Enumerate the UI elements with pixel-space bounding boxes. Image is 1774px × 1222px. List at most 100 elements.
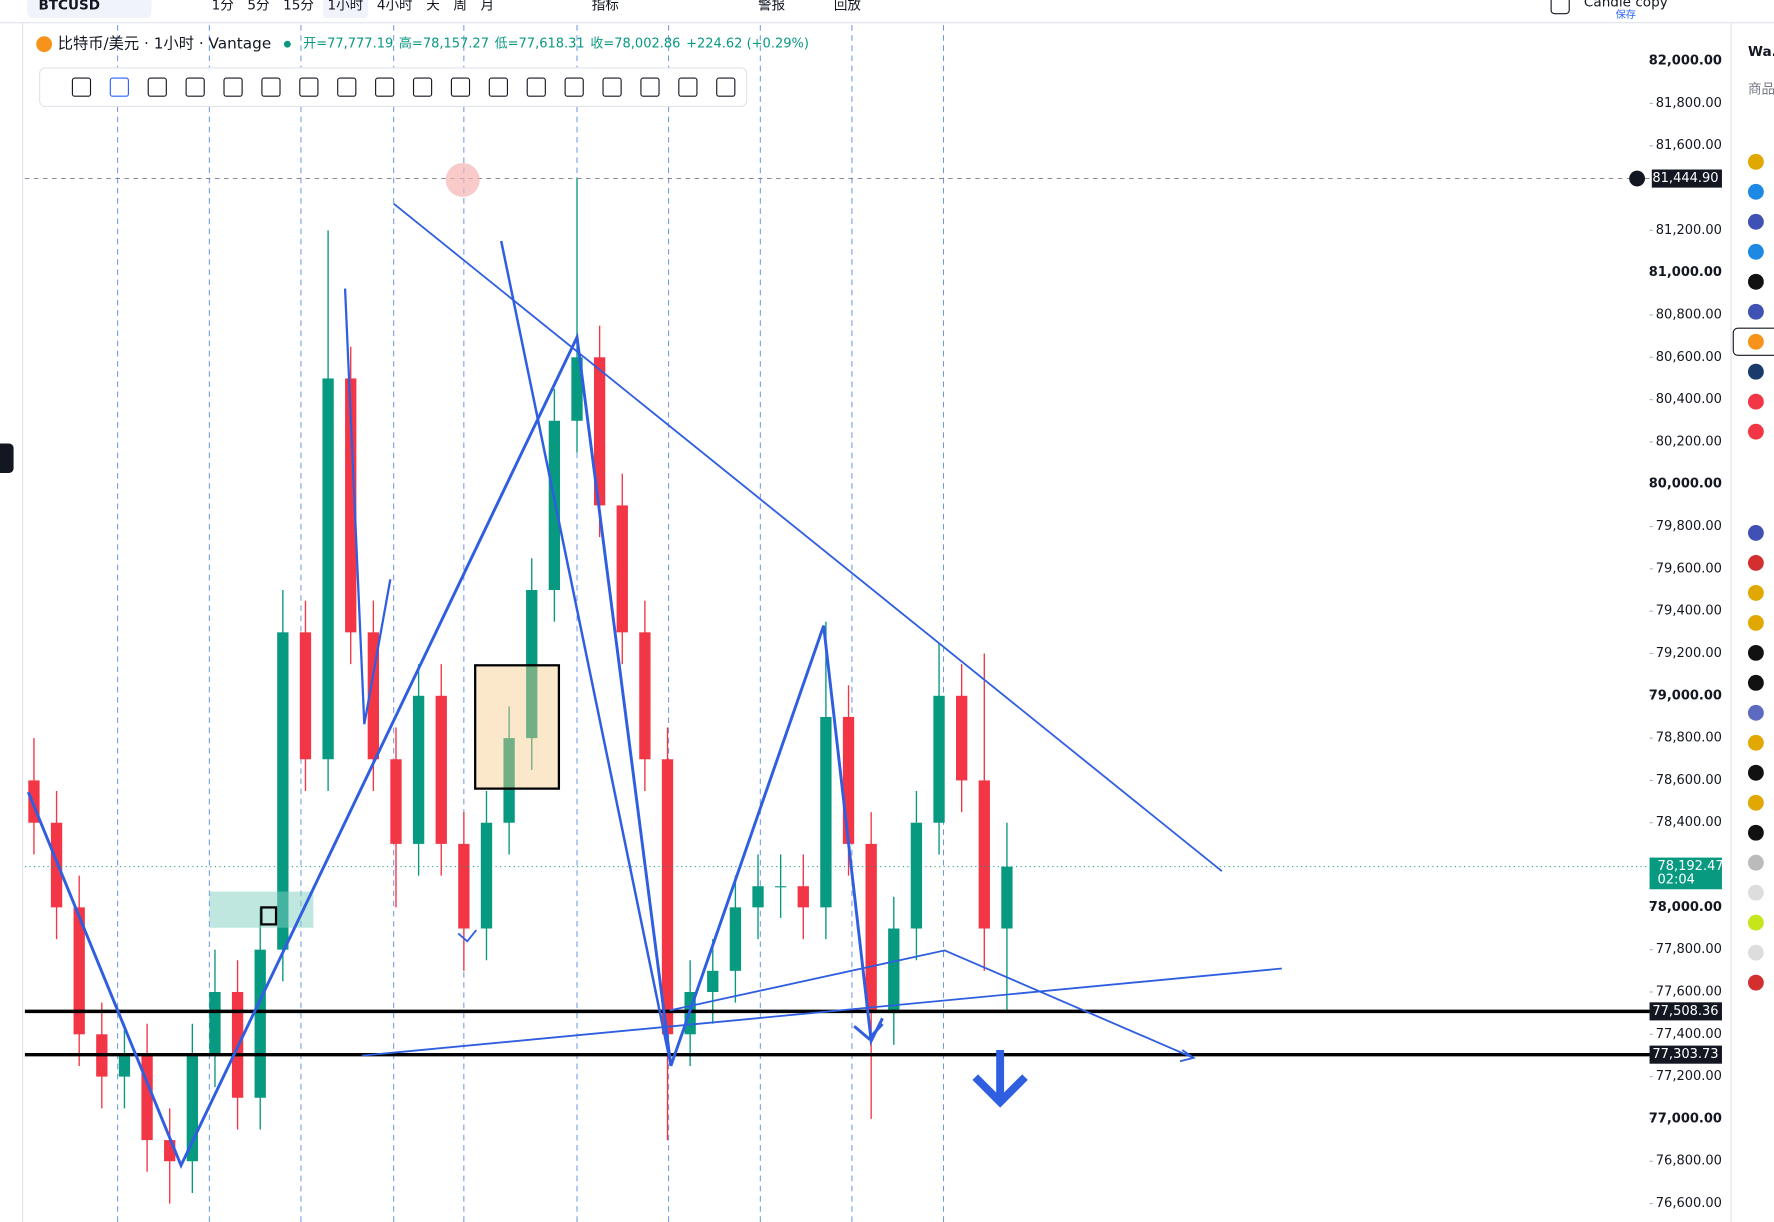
interval[interactable]: 天: [426, 0, 440, 14]
candle-body: [209, 991, 221, 1056]
tool-icon[interactable]: [147, 77, 167, 97]
zigzag-2[interactable]: [343, 288, 392, 725]
arrow-head[interactable]: [1179, 1049, 1196, 1063]
price-axis: 76,600.00 76,800.00 77,000.00 77,200.00 77,4…: [1629, 54, 1724, 1211]
indicators-button[interactable]: 指标: [592, 0, 619, 14]
candle-body: [707, 970, 719, 992]
crosshair-plus: [1629, 170, 1646, 187]
tool-icon[interactable]: [678, 77, 698, 97]
tool-icon[interactable]: [602, 77, 622, 97]
alerts-button[interactable]: 警报: [758, 0, 786, 14]
big-arrow-head[interactable]: [972, 1074, 1028, 1108]
drawings: [26, 162, 1282, 1170]
tool-icon[interactable]: [716, 77, 736, 97]
crosshair-label: 81,444.90: [1652, 171, 1718, 186]
y-tick-label: 78,000.00: [1649, 900, 1722, 915]
small-arrow-2[interactable]: [853, 1022, 884, 1041]
candle-body: [28, 780, 40, 823]
y-tick-label: 80,000.00: [1649, 477, 1722, 492]
candle-body: [526, 590, 538, 739]
save-status[interactable]: 保存: [1616, 8, 1636, 21]
symbol-search[interactable]: [27, 0, 152, 19]
y-tick-label: 78,600.00: [1656, 773, 1722, 788]
y-tick-label: 81,800.00: [1656, 96, 1722, 111]
y-tick-label: 77,800.00: [1656, 942, 1722, 957]
candle-body: [752, 886, 764, 908]
price-line-label-bg: [1649, 1002, 1722, 1021]
candle-body: [367, 632, 380, 760]
interval[interactable]: 1小时: [328, 0, 364, 14]
candle-body: [593, 357, 606, 506]
symbol[interactable]: BTCUSD: [38, 0, 100, 14]
candle-body: [73, 907, 85, 1035]
watchlist-icon: [1747, 854, 1764, 871]
watchlist-icon: [1747, 213, 1764, 230]
watchlist-icon: [1747, 644, 1764, 661]
y-tick-label: 79,200.00: [1656, 646, 1722, 661]
watchlist-icon: [1747, 794, 1764, 811]
y-tick-label: 77,000.00: [1649, 1111, 1722, 1126]
interval[interactable]: 4小时: [377, 0, 413, 14]
y-tick-label: 79,800.00: [1656, 519, 1722, 534]
watchlist-title[interactable]: Wa...: [1748, 44, 1774, 60]
price-line-label-bg: [1649, 1045, 1722, 1064]
small-arrow[interactable]: [457, 929, 478, 943]
candle-body: [503, 738, 515, 823]
trendline[interactable]: [499, 240, 673, 1067]
tool-icon[interactable]: [337, 77, 357, 97]
candle-body: [277, 632, 289, 950]
watchlist-icon: [1747, 153, 1764, 170]
interval-active: [323, 0, 369, 19]
active-tool[interactable]: [0, 443, 14, 473]
candle-body: [299, 632, 312, 760]
interval[interactable]: 周: [453, 0, 467, 14]
interval[interactable]: 月: [480, 0, 494, 14]
left-sidebar: [0, 22, 24, 1222]
candle-body: [141, 1055, 153, 1141]
tool-icon[interactable]: [261, 77, 281, 97]
replay-button[interactable]: 回放: [834, 0, 862, 14]
last-price-bg: [1649, 857, 1722, 890]
layout-name[interactable]: Candle copy: [1584, 0, 1668, 10]
tool-icon[interactable]: [109, 77, 129, 97]
layout-icon[interactable]: [1550, 0, 1570, 15]
watchlist-icon: [1747, 363, 1764, 380]
legend-fields: 开=77,777.19 高=78,157.27 低=77,618.31 收=78,00…: [303, 36, 680, 52]
tool-icon[interactable]: [71, 77, 92, 97]
tool-icon[interactable]: [564, 77, 584, 97]
candle-body: [661, 759, 674, 1035]
candle-body: [458, 843, 470, 929]
tool-icon[interactable]: [185, 77, 205, 97]
tool-icon[interactable]: [640, 77, 660, 97]
tool-icon[interactable]: [412, 77, 433, 97]
watchlist-icon: [1747, 273, 1764, 290]
watchlist-icon: [1747, 243, 1764, 260]
box-small[interactable]: [260, 906, 278, 926]
trendline-support[interactable]: [361, 967, 1282, 1057]
candle-body: [978, 780, 990, 929]
y-tick-label: 80,400.00: [1656, 392, 1722, 407]
legend-title[interactable]: 比特币/美元 · 1小时 · Vantage: [58, 35, 272, 53]
candle-body: [435, 695, 447, 844]
tool-icon[interactable]: [488, 77, 508, 97]
countdown: 02:04: [1657, 873, 1694, 888]
tool-icon[interactable]: [299, 77, 319, 97]
y-tick-label: 78,800.00: [1656, 731, 1722, 746]
selected-row[interactable]: [1732, 327, 1774, 356]
y-tick-label: 81,600.00: [1656, 138, 1722, 153]
tool-icon[interactable]: [375, 77, 395, 97]
interval[interactable]: 5分: [247, 0, 270, 14]
box-orange[interactable]: [474, 664, 561, 790]
watchlist-icon: [1747, 734, 1764, 751]
candle-body: [774, 886, 787, 888]
arrow-line[interactable]: [669, 949, 1194, 1059]
tool-icon[interactable]: [223, 77, 243, 97]
trendline-down[interactable]: [393, 202, 1223, 872]
symbol-icon: [36, 36, 53, 53]
candle-body: [50, 822, 63, 908]
tool-icon[interactable]: [526, 77, 546, 97]
interval[interactable]: 1分: [212, 0, 235, 14]
interval[interactable]: 15分: [283, 0, 314, 14]
tool-icon[interactable]: [450, 77, 471, 97]
